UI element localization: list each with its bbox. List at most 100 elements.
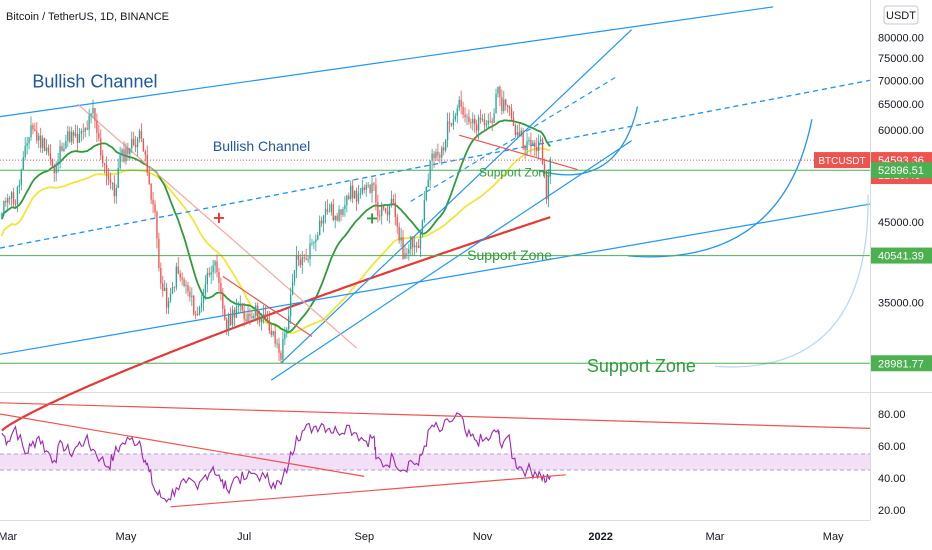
candle-body: [479, 117, 482, 120]
candle: [61, 142, 63, 152]
candle-body: [123, 149, 125, 162]
candle: [98, 124, 100, 142]
candle-body: [134, 144, 137, 148]
candle: [369, 183, 371, 194]
candle: [330, 201, 333, 216]
candle-body: [332, 204, 334, 220]
candle-body: [55, 163, 57, 174]
candle: [413, 236, 416, 256]
candle: [245, 313, 247, 324]
candle: [169, 287, 172, 303]
candle: [206, 268, 209, 293]
candle: [295, 246, 298, 278]
candle: [84, 127, 86, 138]
candle-body: [1, 212, 3, 220]
candle-body: [346, 195, 348, 206]
candle-body: [336, 215, 338, 221]
candle: [514, 123, 517, 138]
candle: [65, 135, 67, 150]
rsi-upper-trendline: [0, 402, 871, 429]
candle-body: [69, 131, 71, 142]
candle: [351, 179, 354, 204]
rsi-tick-label: 40.00: [878, 473, 906, 485]
candle-body: [146, 154, 148, 173]
candle-body: [80, 131, 83, 134]
candle: [505, 98, 507, 111]
candle-body: [264, 314, 267, 318]
candle: [280, 350, 282, 363]
dashed-trendline-2: [0, 79, 871, 249]
candle-body: [9, 197, 11, 199]
inner-channel-upper: [280, 29, 633, 364]
candle: [40, 127, 42, 153]
candle: [528, 136, 530, 146]
candle-body: [78, 133, 81, 143]
candle-body: [439, 155, 441, 158]
candle: [251, 310, 253, 320]
candle-body: [505, 99, 507, 106]
currency-button[interactable]: USDT: [883, 5, 919, 25]
candle: [121, 147, 123, 163]
candle-body: [258, 319, 261, 323]
candle-body: [456, 108, 458, 116]
candle-body: [437, 151, 439, 156]
candle-body: [297, 254, 300, 260]
candle-body: [534, 142, 536, 147]
candle: [284, 326, 286, 345]
candle: [382, 204, 385, 211]
candle: [123, 141, 125, 164]
candle-body: [171, 287, 174, 294]
candle-body: [307, 258, 309, 260]
candle-body: [229, 314, 232, 326]
candle-body: [419, 233, 422, 248]
candle-body: [410, 236, 412, 250]
candle: [322, 214, 325, 233]
candle-body: [86, 128, 88, 130]
candle-body: [167, 300, 170, 308]
candle: [20, 168, 22, 191]
candle: [117, 158, 119, 189]
candle-body: [152, 199, 154, 205]
candle: [375, 177, 377, 211]
candle: [363, 184, 365, 194]
candle-body: [103, 163, 106, 165]
candle-body: [204, 284, 207, 295]
candle: [243, 302, 245, 327]
candle: [503, 90, 505, 114]
candle: [22, 151, 24, 171]
candle: [501, 89, 503, 115]
candle: [100, 129, 102, 160]
candle-body: [133, 139, 135, 145]
candle: [355, 187, 358, 211]
candle: [140, 123, 143, 142]
candle: [520, 127, 522, 137]
annotation-label: Bullish Channel: [213, 138, 310, 154]
candle-body: [214, 261, 216, 266]
candle: [181, 272, 183, 286]
candle-body: [138, 130, 141, 139]
candle: [268, 311, 271, 334]
candle-body: [206, 272, 209, 285]
candle-body: [549, 159, 551, 177]
candle-body: [41, 138, 44, 148]
candle: [464, 107, 466, 123]
time-tick-label: May: [823, 531, 844, 543]
candle: [443, 142, 445, 156]
candle: [462, 101, 464, 119]
candle: [342, 206, 344, 217]
candle-body: [45, 147, 48, 152]
candle: [545, 173, 548, 205]
candle: [76, 125, 79, 151]
candle-body: [450, 123, 453, 126]
candle-body: [280, 352, 282, 360]
candle-body: [412, 236, 414, 248]
candle: [262, 304, 265, 324]
candle-body: [342, 208, 344, 215]
rsi-band: [0, 454, 870, 470]
candle-body: [536, 146, 538, 152]
candle-body: [30, 125, 32, 138]
candle: [454, 112, 457, 122]
candle-body: [144, 151, 147, 155]
candle-body: [313, 242, 315, 244]
